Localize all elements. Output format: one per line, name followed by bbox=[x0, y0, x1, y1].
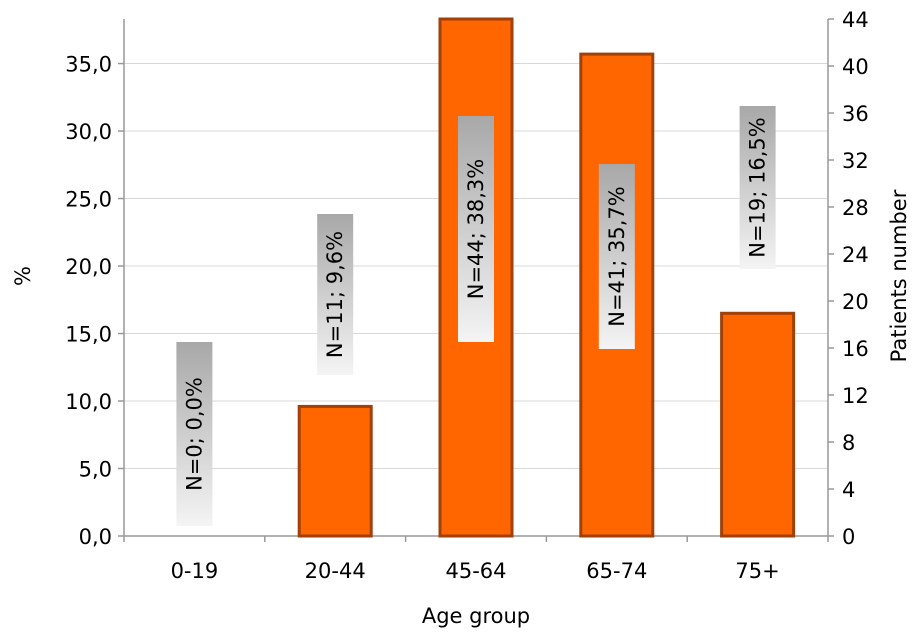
y-axis-title: % bbox=[11, 266, 35, 286]
y-tick-label: 10,0 bbox=[65, 390, 112, 414]
y2-axis-title: Patients number bbox=[887, 189, 911, 362]
data-label-group: N=41; 35,7% bbox=[598, 164, 635, 349]
x-axis-title: Age group bbox=[422, 604, 530, 628]
y2-tick-label: 0 bbox=[842, 525, 855, 549]
y2-tick-label: 24 bbox=[842, 243, 869, 267]
bars bbox=[297, 17, 796, 538]
data-label: N=11; 9,6% bbox=[323, 231, 347, 358]
y2-tick-label: 4 bbox=[842, 478, 855, 502]
data-label-group: N=11; 9,6% bbox=[317, 214, 354, 375]
axes: 0,0 5,0 10,0 15,0 20,0 25,0 30,0 35,0 0 4 8 12 16 20 2… bbox=[65, 8, 869, 583]
y2-tick-label: 16 bbox=[842, 337, 869, 361]
x-tick-label: 75+ bbox=[735, 559, 779, 583]
y2-tick-label: 28 bbox=[842, 196, 869, 220]
data-label-box bbox=[458, 116, 494, 342]
y-tick-label: 20,0 bbox=[65, 255, 112, 279]
y2-tick-label: 12 bbox=[842, 384, 869, 408]
y2-tick-label: 36 bbox=[842, 102, 869, 126]
x-tick-label: 0-19 bbox=[171, 559, 219, 583]
data-label-box bbox=[739, 106, 776, 269]
bar bbox=[297, 404, 373, 538]
data-label-group: N=0; 0,0% bbox=[176, 342, 213, 526]
y-tick-label: 35,0 bbox=[65, 53, 112, 77]
y2-tick-label: 40 bbox=[842, 55, 869, 79]
data-label: N=0; 0,0% bbox=[182, 377, 206, 491]
data-label: N=19; 16,5% bbox=[746, 117, 770, 258]
data-label-box bbox=[598, 164, 635, 349]
y-tick-label: 0,0 bbox=[79, 525, 112, 549]
x-tick-label: 65-74 bbox=[586, 559, 647, 583]
y-tick-label: 30,0 bbox=[65, 120, 112, 144]
bar bbox=[720, 311, 796, 538]
data-label: N=41; 35,7% bbox=[605, 186, 629, 327]
data-label-group: N=19; 16,5% bbox=[739, 106, 776, 269]
y-tick-label: 5,0 bbox=[79, 458, 112, 482]
data-label-box bbox=[176, 342, 213, 526]
y-tick-label: 25,0 bbox=[65, 188, 112, 212]
y2-tick-label: 44 bbox=[842, 8, 869, 32]
data-label: N=44; 38,3% bbox=[464, 159, 488, 300]
y-tick-label: 15,0 bbox=[65, 323, 112, 347]
y2-tick-label: 20 bbox=[842, 290, 869, 314]
x-tick-label: 20-44 bbox=[305, 559, 366, 583]
x-tick-label: 45-64 bbox=[445, 559, 506, 583]
data-label-group: N=44; 38,3% bbox=[458, 116, 494, 342]
y2-tick-label: 8 bbox=[842, 431, 855, 455]
data-label-box bbox=[317, 214, 354, 375]
y2-tick-label: 32 bbox=[842, 149, 869, 173]
data-labels: N=0; 0,0% N=11; 9,6% N=44; 38,3% N=41; 35,7… bbox=[176, 106, 776, 526]
